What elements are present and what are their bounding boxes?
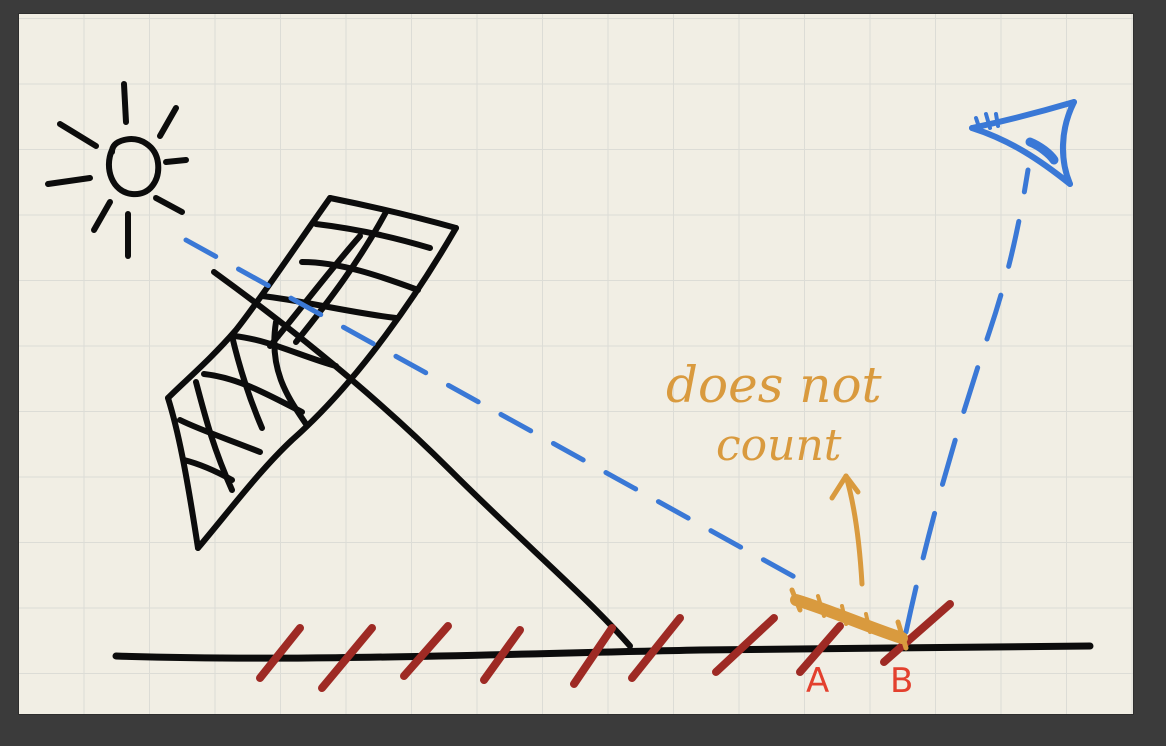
eye-icon bbox=[969, 99, 1077, 187]
sun-icon bbox=[45, 81, 189, 259]
grid-paper bbox=[19, 14, 1133, 714]
arrow-up-icon bbox=[829, 473, 865, 587]
light-ray bbox=[183, 167, 1031, 635]
ground-hatching bbox=[256, 600, 954, 692]
excluded-segment bbox=[789, 587, 909, 651]
annotation-line-1: does not bbox=[666, 356, 883, 414]
point-label-b: B bbox=[890, 661, 913, 701]
point-label-a: A bbox=[806, 661, 829, 701]
annotation-line-2: count bbox=[716, 420, 842, 471]
solar-panel-icon bbox=[165, 195, 633, 649]
